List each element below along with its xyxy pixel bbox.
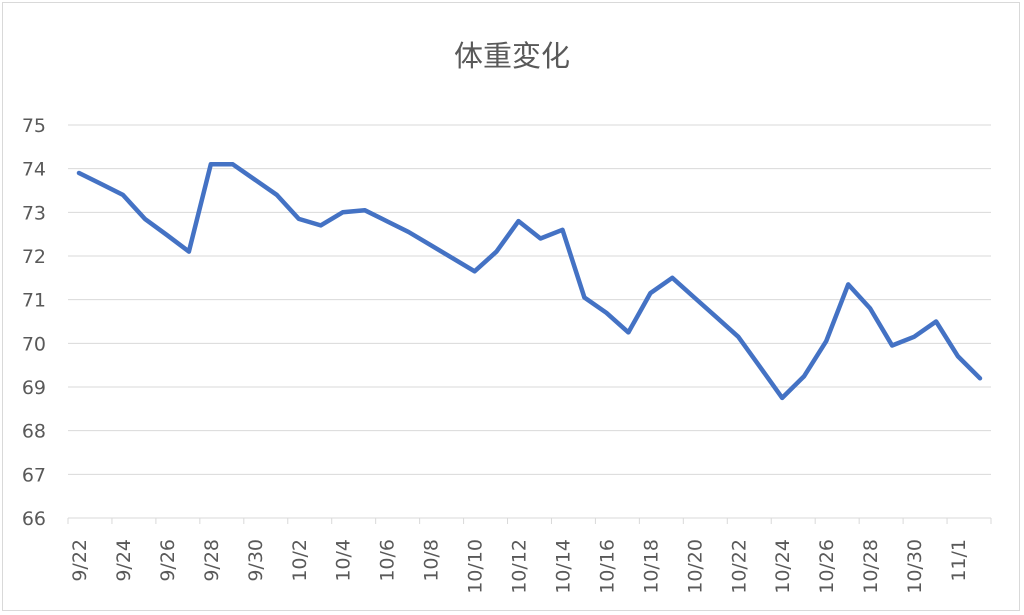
data-point (254, 179, 256, 181)
y-tick-label: 71 (22, 290, 46, 312)
data-point (496, 251, 498, 253)
x-tick-label: 11/1 (948, 539, 970, 582)
x-tick-label: 9/28 (201, 539, 223, 582)
data-point (298, 218, 300, 220)
data-point (386, 220, 388, 222)
data-point (759, 366, 761, 368)
data-point (847, 283, 849, 285)
x-tick-label: 10/22 (728, 539, 750, 594)
data-point (364, 209, 366, 211)
data-point (979, 377, 981, 379)
x-tick-label: 10/16 (596, 539, 618, 594)
data-point (539, 238, 541, 240)
gridlines (68, 124, 991, 475)
data-point (78, 172, 80, 174)
data-point (122, 194, 124, 196)
data-point (869, 307, 871, 309)
data-point (100, 183, 102, 185)
y-tick-label: 75 (22, 115, 46, 137)
data-point (474, 270, 476, 272)
y-tick-label: 70 (22, 333, 46, 355)
x-tick-label: 9/22 (69, 539, 91, 582)
x-tick-label: 10/24 (772, 539, 794, 594)
y-tick-label: 73 (22, 202, 46, 224)
data-point (144, 218, 146, 220)
data-point (518, 220, 520, 222)
series-line (76, 162, 983, 401)
data-point (605, 312, 607, 314)
x-tick-label: 10/18 (640, 539, 662, 594)
data-point (342, 211, 344, 213)
x-tick-label: 10/12 (509, 539, 531, 594)
data-point (320, 224, 322, 226)
data-point (232, 163, 234, 165)
x-tick-label: 10/14 (552, 539, 574, 594)
data-point (737, 336, 739, 338)
y-tick-label: 74 (22, 159, 46, 181)
x-tick-label: 10/6 (377, 539, 399, 582)
x-tick-label: 9/30 (245, 539, 267, 582)
data-point (935, 321, 937, 322)
chart-title: 体重変化 (454, 39, 570, 73)
data-point (781, 397, 783, 399)
x-tick-label: 10/8 (421, 539, 443, 582)
data-point (913, 336, 915, 338)
y-tick-label: 66 (22, 508, 46, 530)
x-axis (67, 517, 992, 524)
data-point (693, 296, 695, 298)
y-axis-tick-labels: 66 67 68 69 70 71 72 73 74 75 (22, 115, 46, 530)
x-tick-label: 9/26 (157, 539, 179, 582)
data-point (671, 277, 673, 279)
data-point (166, 234, 168, 236)
data-point (891, 345, 893, 347)
series-layer (76, 162, 983, 401)
y-tick-label: 67 (22, 464, 46, 486)
x-tick-label: 10/2 (289, 539, 311, 582)
data-point (957, 355, 959, 357)
x-tick-label: 10/28 (860, 539, 882, 594)
data-point (210, 163, 212, 165)
data-point (627, 331, 629, 333)
data-point (649, 292, 651, 294)
data-point (276, 194, 278, 196)
y-tick-label: 69 (22, 377, 46, 399)
x-tick-label: 10/20 (684, 539, 706, 594)
data-point (561, 229, 563, 231)
data-point (188, 251, 190, 253)
x-tick-label: 10/4 (333, 539, 355, 582)
data-point (430, 244, 432, 246)
data-point (803, 375, 805, 377)
x-tick-label: 10/26 (816, 539, 838, 594)
x-tick-label: 10/30 (904, 539, 926, 594)
data-point (715, 316, 717, 318)
y-tick-label: 68 (22, 421, 46, 443)
x-tick-label: 9/24 (113, 539, 135, 582)
y-tick-label: 72 (22, 246, 46, 268)
x-axis-tick-labels: 9/22 9/24 9/26 9/28 9/30 10/2 10/4 10/6 10/8 10/1… (69, 539, 970, 594)
data-point (825, 340, 827, 342)
x-tick-label: 10/10 (465, 539, 487, 594)
data-point (408, 231, 410, 233)
data-point (583, 296, 585, 298)
data-point (452, 257, 454, 259)
